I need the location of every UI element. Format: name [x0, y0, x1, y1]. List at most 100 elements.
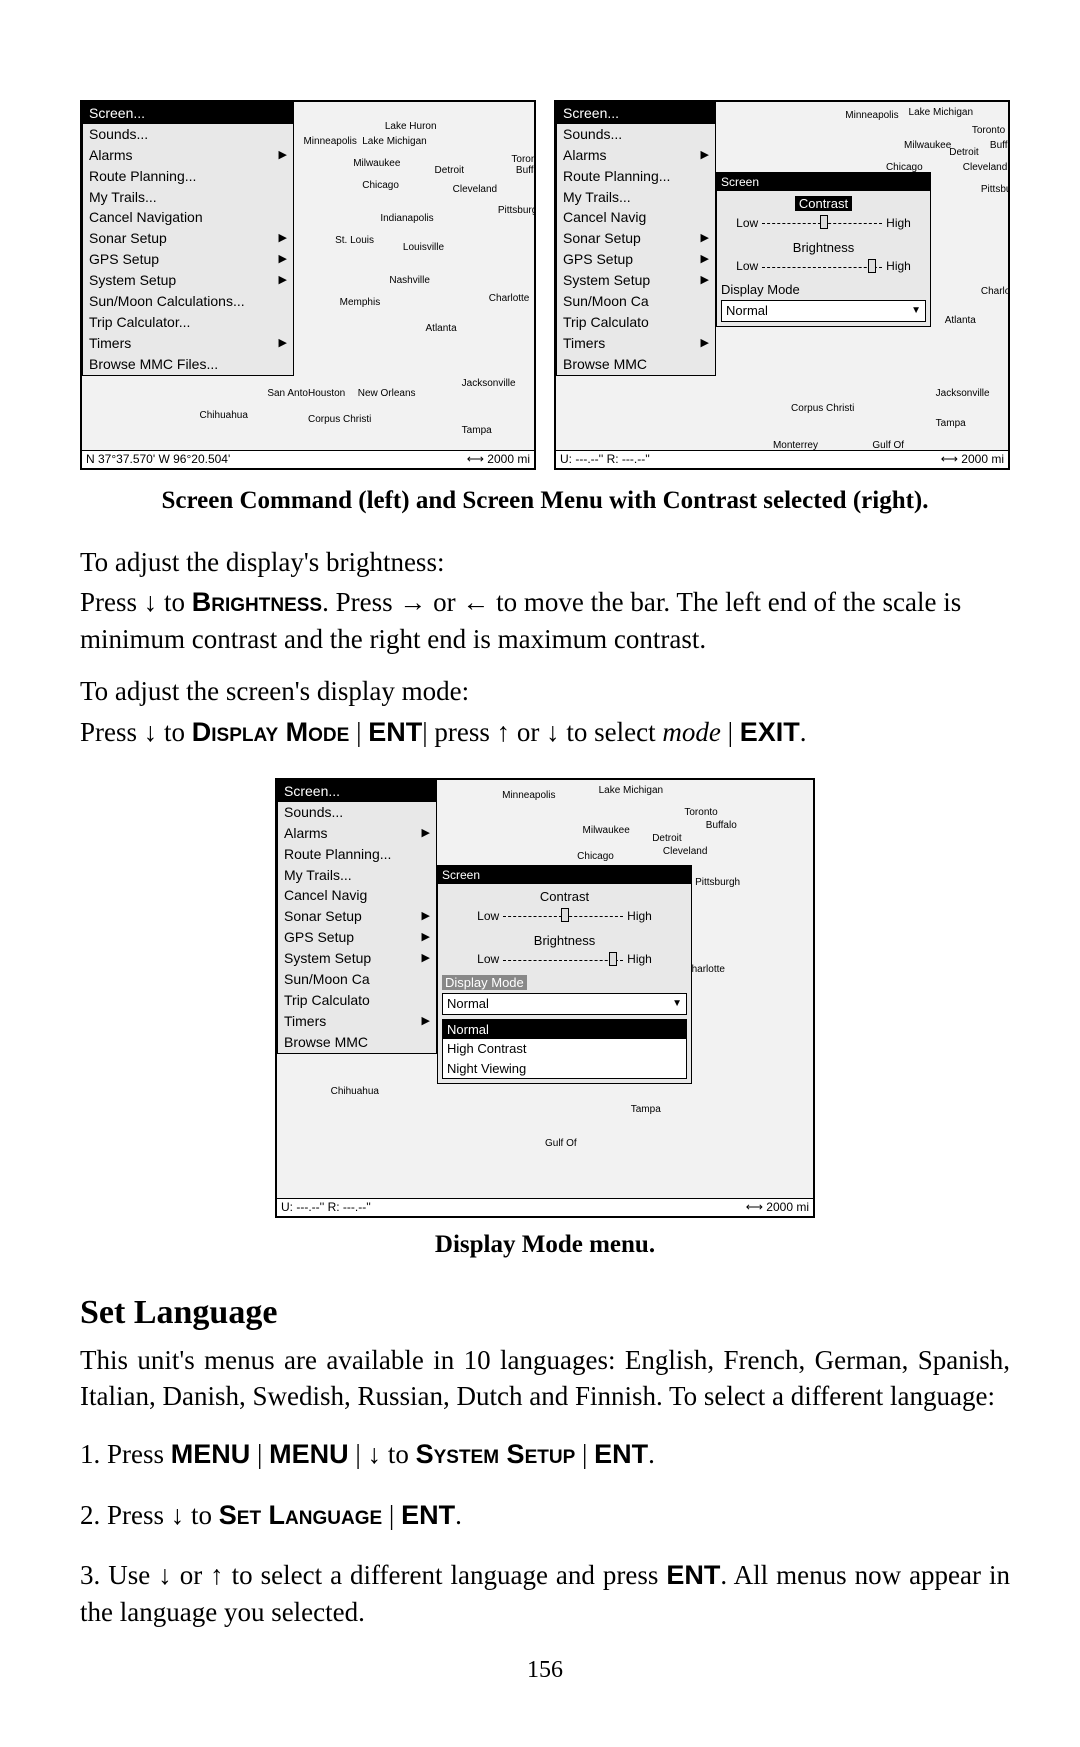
menu-item[interactable]: Timers▶	[83, 333, 293, 354]
menu-item[interactable]: Sonar Setup▶	[278, 906, 436, 927]
brightness-row[interactable]: Brightness	[717, 235, 930, 259]
mode-option[interactable]: Night Viewing	[443, 1059, 686, 1079]
status-scale: 2000 mi	[941, 451, 1004, 467]
map-city-label: Jacksonville	[462, 377, 516, 391]
map-city-label: Indianapolis	[380, 212, 433, 226]
mode-option[interactable]: Normal	[443, 1020, 686, 1040]
menu-item[interactable]: Cancel Navig	[278, 885, 436, 906]
brightness-slider[interactable]: Low High	[438, 951, 691, 971]
menu-item[interactable]: Sonar Setup▶	[557, 228, 715, 249]
status-bar-single: U: ---.--'' R: ---.--'' 2000 mi	[277, 1198, 813, 1216]
map-city-label: Minneapolis	[502, 789, 555, 803]
display-mode-dropdown[interactable]: Normal ▼	[442, 993, 687, 1015]
menu-item[interactable]: Screen...	[278, 781, 436, 802]
map-city-label: Corpus Christi	[308, 413, 371, 427]
status-bar-left: N 37°37.570' W 96°20.504' 2000 mi	[82, 450, 534, 468]
menu-item[interactable]: Sounds...	[557, 124, 715, 145]
menu-item[interactable]: Timers▶	[557, 333, 715, 354]
map-city-label: Tampa	[462, 424, 492, 438]
menu-item[interactable]: GPS Setup▶	[83, 249, 293, 270]
menu-item[interactable]: Browse MMC	[278, 1032, 436, 1053]
contrast-label: Contrast	[795, 196, 852, 211]
contrast-row[interactable]: Contrast	[717, 191, 930, 215]
displaymode-instructions: Press ↓ to Display Mode | ENT| press ↑ o…	[80, 714, 1010, 750]
menu-item[interactable]: Alarms▶	[278, 823, 436, 844]
map-city-label: Detroit	[949, 146, 978, 160]
display-mode-block[interactable]: Display Mode	[717, 279, 930, 299]
caption-bottom: Display Mode menu.	[80, 1228, 1010, 1262]
menu-item[interactable]: Sonar Setup▶	[83, 228, 293, 249]
intro-brightness: To adjust the display's brightness:	[80, 544, 1010, 580]
status-scale: 2000 mi	[467, 451, 530, 467]
menu-item[interactable]: My Trails...	[557, 187, 715, 208]
display-mode-block[interactable]: Display Mode	[438, 972, 691, 992]
menu-item[interactable]: GPS Setup▶	[557, 249, 715, 270]
map-city-label: Lake Michigan	[909, 106, 973, 120]
menu-item[interactable]: Timers▶	[278, 1011, 436, 1032]
gps-screenshot-right: MinneapolisLake MichiganTorontoMilwaukee…	[554, 100, 1010, 470]
main-menu-right: Screen...Sounds...Alarms▶Route Planning.…	[556, 102, 716, 376]
menu-item[interactable]: System Setup▶	[278, 948, 436, 969]
top-figure-row: Lake HuronLake MichiganMinneapolisToront…	[80, 100, 1010, 470]
menu-item[interactable]: Alarms▶	[557, 145, 715, 166]
brightness-slider[interactable]: Low High	[717, 258, 930, 278]
contrast-row[interactable]: Contrast	[438, 884, 691, 908]
menu-item[interactable]: System Setup▶	[557, 270, 715, 291]
menu-item[interactable]: Browse MMC	[557, 354, 715, 375]
menu-item[interactable]: System Setup▶	[83, 270, 293, 291]
menu-item[interactable]: Cancel Navigation	[83, 207, 293, 228]
menu-item[interactable]: Trip Calculato	[278, 990, 436, 1011]
map-city-label: Detroit	[652, 832, 681, 846]
step-3: 3. Use ↓ or ↑ to select a different lang…	[80, 1557, 1010, 1630]
status-coords: N 37°37.570' W 96°20.504'	[86, 451, 230, 467]
mode-option[interactable]: High Contrast	[443, 1039, 686, 1059]
menu-item[interactable]: Sun/Moon Ca	[278, 969, 436, 990]
menu-item[interactable]: My Trails...	[83, 187, 293, 208]
menu-item[interactable]: Trip Calculator...	[83, 312, 293, 333]
map-city-label: Chihuahua	[331, 1085, 379, 1099]
caption-top: Screen Command (left) and Screen Menu wi…	[80, 484, 1010, 518]
menu-item[interactable]: GPS Setup▶	[278, 927, 436, 948]
chevron-down-icon: ▼	[672, 997, 682, 1011]
map-city-label: Atlanta	[426, 322, 457, 336]
brightness-row[interactable]: Brightness	[438, 928, 691, 952]
menu-item[interactable]: My Trails...	[278, 865, 436, 886]
menu-item[interactable]: Alarms▶	[83, 145, 293, 166]
menu-item[interactable]: Route Planning...	[83, 166, 293, 187]
map-city-label: Toronto	[684, 806, 717, 820]
brightness-instructions: Press ↓ to Brightness. Press → or ← to m…	[80, 584, 1010, 657]
map-city-label: New Orleans	[358, 387, 416, 401]
map-city-label: Atlanta	[945, 314, 976, 328]
map-city-label: Chicago	[577, 850, 614, 864]
map-city-label: Buffalo	[990, 139, 1010, 153]
menu-item[interactable]: Browse MMC Files...	[83, 354, 293, 375]
popup-title: Screen	[438, 866, 691, 884]
display-mode-options[interactable]: NormalHigh ContrastNight Viewing	[442, 1019, 687, 1080]
map-city-label: Corpus Christi	[791, 402, 854, 416]
menu-item[interactable]: Screen...	[557, 103, 715, 124]
map-city-label: Buffalo	[706, 819, 737, 833]
menu-item[interactable]: Route Planning...	[557, 166, 715, 187]
contrast-slider[interactable]: Low High	[438, 908, 691, 928]
menu-item[interactable]: Sounds...	[278, 802, 436, 823]
display-mode-dropdown[interactable]: Normal ▼	[721, 300, 926, 322]
map-city-label: San Anto	[267, 387, 308, 401]
menu-item[interactable]: Route Planning...	[278, 844, 436, 865]
status-scale: 2000 mi	[746, 1199, 809, 1215]
menu-item[interactable]: Sounds...	[83, 124, 293, 145]
main-menu-single: Screen...Sounds...Alarms▶Route Planning.…	[277, 780, 437, 1054]
step-2: 2. Press ↓ to Set Language | ENT.	[80, 1497, 1010, 1533]
map-city-label: Lake Michigan	[362, 135, 426, 149]
gps-screenshot-displaymode: MinneapolisLake MichiganTorontoMilwaukee…	[275, 778, 815, 1218]
menu-item[interactable]: Sun/Moon Calculations...	[83, 291, 293, 312]
menu-item[interactable]: Trip Calculato	[557, 312, 715, 333]
map-city-label: Charlotte	[981, 285, 1010, 299]
menu-item[interactable]: Cancel Navig	[557, 207, 715, 228]
contrast-slider[interactable]: Low High	[717, 215, 930, 235]
map-city-label: Pittsburgh	[498, 204, 536, 218]
menu-item[interactable]: Sun/Moon Ca	[557, 291, 715, 312]
menu-item[interactable]: Screen...	[83, 103, 293, 124]
map-city-label: Louisville	[403, 241, 444, 255]
map-city-label: Pittsburgh	[695, 876, 740, 890]
gps-screenshot-left: Lake HuronLake MichiganMinneapolisToront…	[80, 100, 536, 470]
